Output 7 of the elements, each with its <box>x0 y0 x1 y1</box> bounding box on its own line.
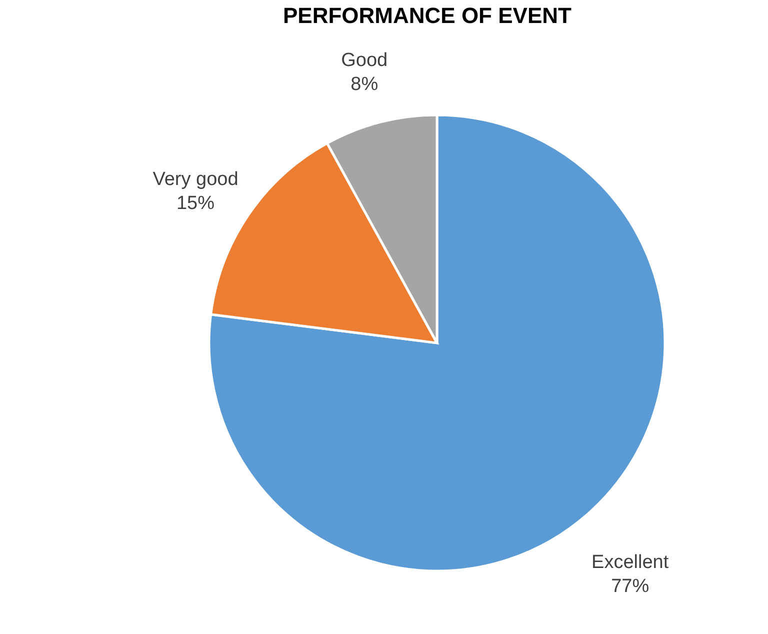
data-label: 8% <box>350 74 378 96</box>
data-label: 15% <box>176 192 215 214</box>
slice-label: Excellent <box>592 552 670 574</box>
slice-label: Very good <box>152 168 238 190</box>
data-label: 77% <box>611 576 650 598</box>
slice-label: Good <box>341 50 388 72</box>
chart-title: PERFORMANCE OF EVENT <box>283 3 572 28</box>
